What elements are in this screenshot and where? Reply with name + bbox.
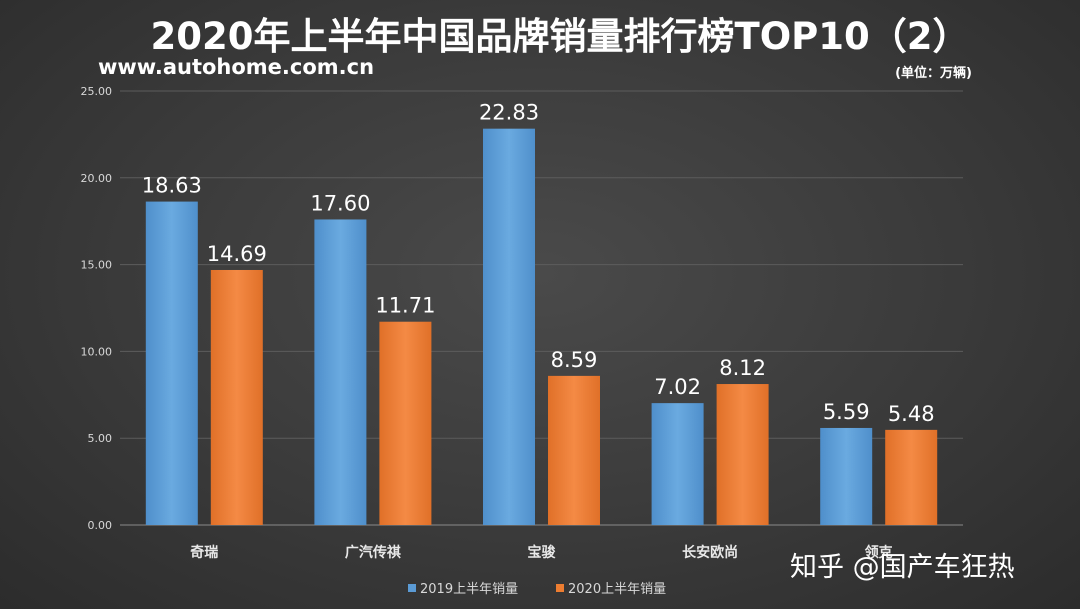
bar-series-2019-4 [820,427,873,525]
bar-series-2019-0 [145,201,198,526]
y-tick-label: 10.00 [81,345,113,358]
category-label-0: 奇瑞 [190,544,218,561]
data-label-series-2019-1: 17.60 [310,191,370,215]
y-tick-label: 25.00 [81,85,113,98]
bar-series-2020-2 [548,375,600,525]
category-label-2: 宝骏 [528,544,557,561]
data-label-series-2020-3: 8.12 [719,356,766,380]
unit-label: (单位：万辆) [895,66,972,81]
legend-label-series-2020: 2020上半年销量 [568,582,666,597]
source-url: www.autohome.com.cn [98,55,375,79]
data-label-series-2020-2: 8.59 [551,348,598,372]
legend-label-series-2019: 2019上半年销量 [420,582,518,597]
data-label-series-2019-0: 18.63 [142,174,202,198]
bar-series-2019-3 [651,403,704,525]
bar-series-2019-1 [314,219,367,526]
category-label-1: 广汽传祺 [345,544,401,561]
y-tick-label: 15.00 [81,259,113,272]
y-tick-label: 5.00 [88,432,113,445]
data-label-series-2020-4: 5.48 [888,402,935,426]
bar-series-2020-0 [210,269,263,525]
bar-series-2020-4 [885,429,938,525]
legend-swatch-series-2019 [408,584,416,592]
zhihu-watermark: 知乎 @国产车狂热 [790,552,1015,583]
chart-title: 2020年上半年中国品牌销量排行榜TOP10（2） [150,15,970,58]
data-label-series-2020-0: 14.69 [207,242,267,266]
bar-series-2019-2 [483,128,535,525]
y-tick-label: 0.00 [88,519,113,532]
data-label-series-2019-4: 5.59 [823,400,870,424]
bar-series-2020-3 [716,384,769,525]
category-label-4: 领克 [865,544,893,561]
category-label-3: 长安欧尚 [682,544,738,561]
bar-series-2020-1 [379,321,432,525]
data-label-series-2019-3: 7.02 [654,375,701,399]
y-tick-label: 20.00 [81,172,113,185]
data-label-series-2020-1: 11.71 [375,294,435,318]
data-label-series-2019-2: 22.83 [479,101,539,125]
legend-swatch-series-2020 [556,584,564,592]
